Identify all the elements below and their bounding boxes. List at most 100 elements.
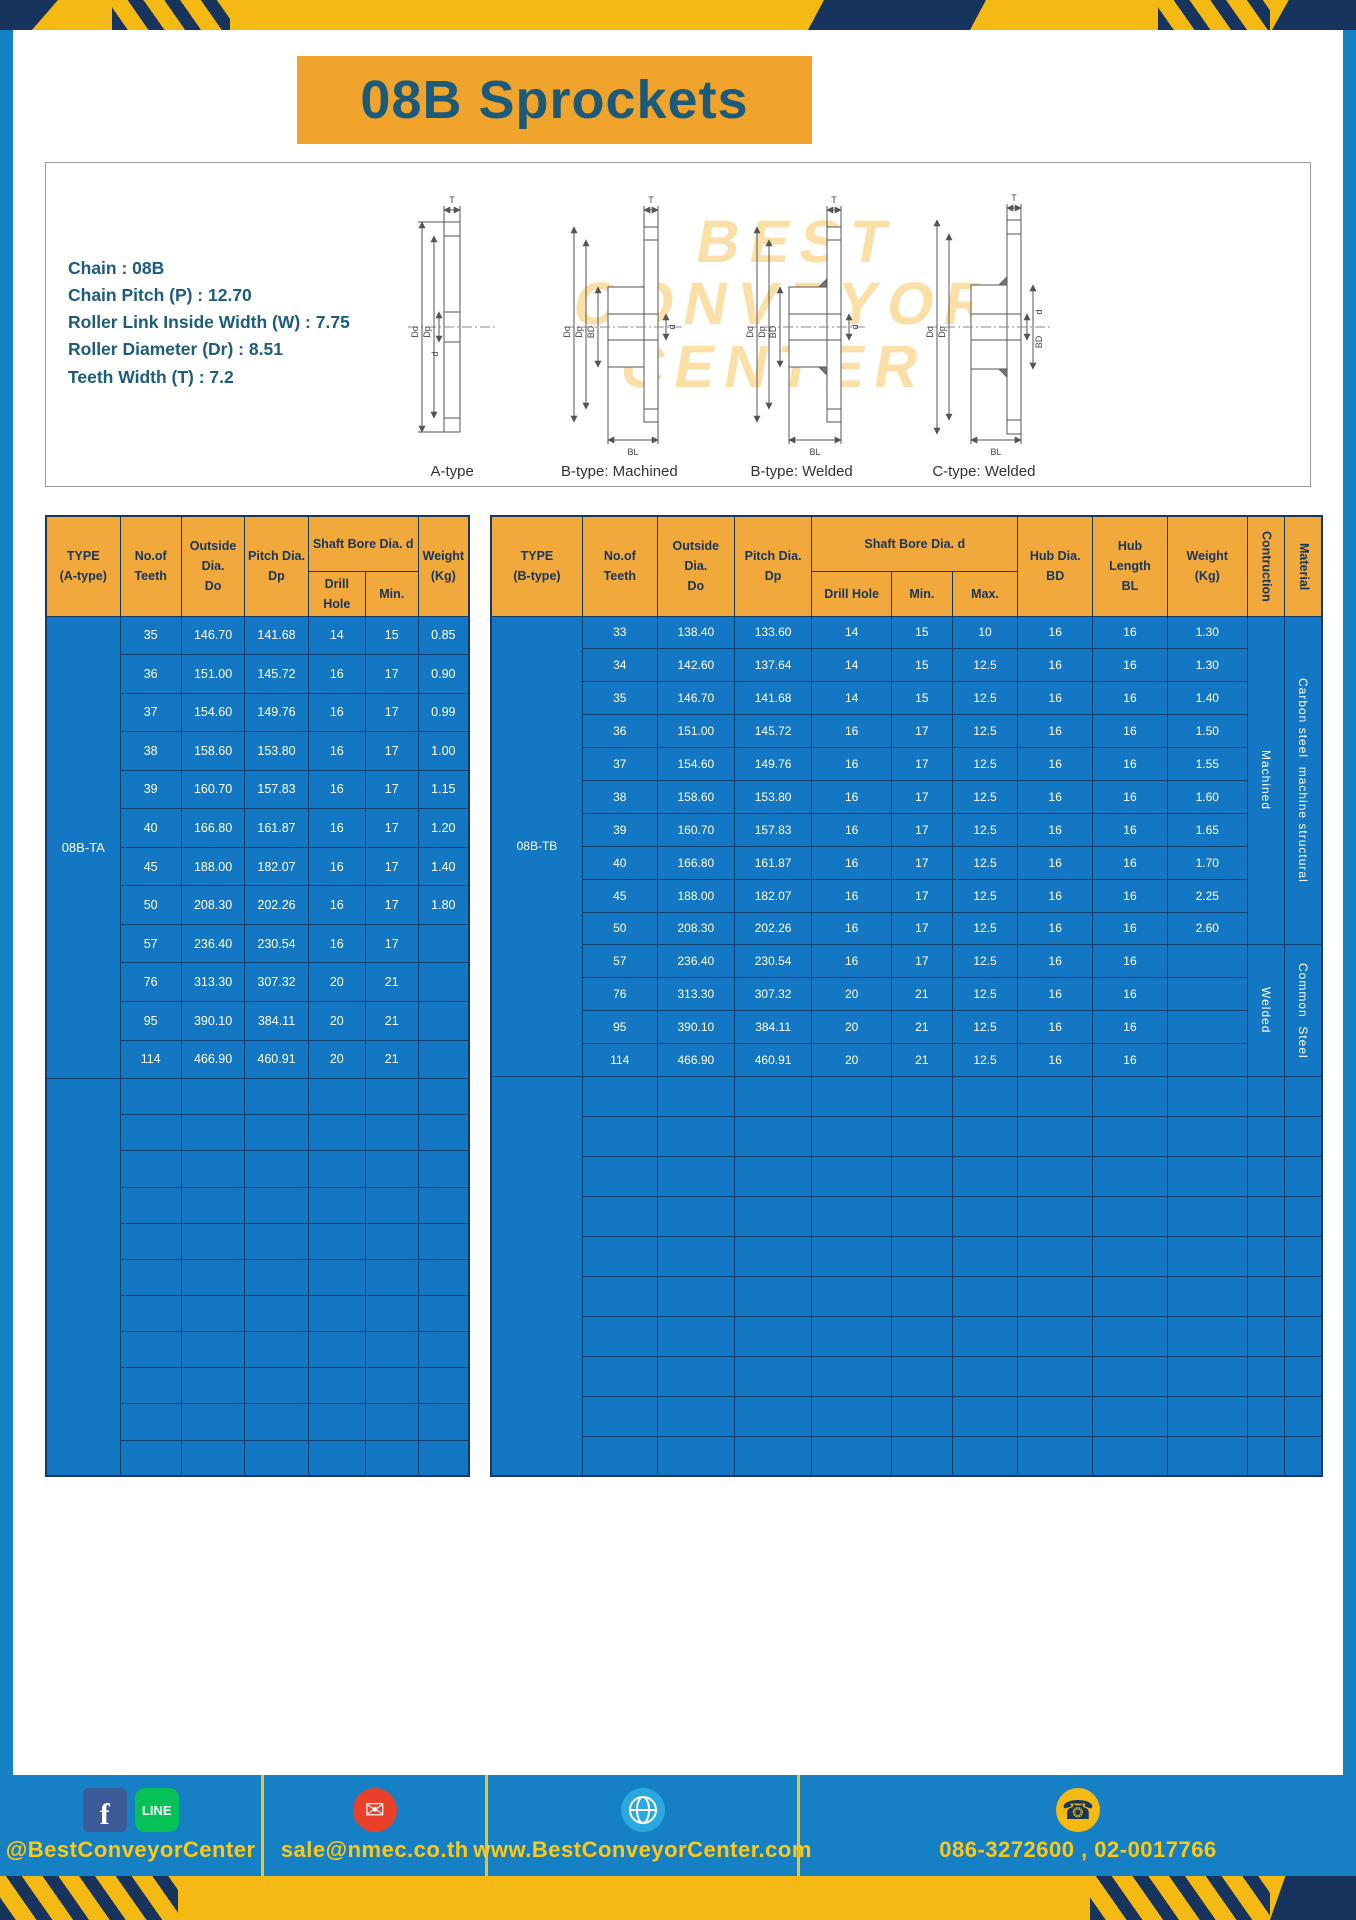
cell [1092, 1235, 1168, 1277]
cell: 230.54 [733, 944, 813, 979]
cell: 95 [581, 1010, 658, 1045]
cell [417, 1403, 470, 1441]
cell: 16 [307, 808, 366, 848]
cell [1246, 1075, 1286, 1117]
col-header-drill-hole: Drill Hole [811, 570, 893, 617]
cell: 146.70 [180, 615, 246, 656]
phone-icon[interactable]: ☎ [1055, 1788, 1100, 1832]
cell [244, 1403, 309, 1441]
cell: 16 [307, 731, 366, 771]
cell [811, 1315, 893, 1357]
table-row [46, 1258, 470, 1297]
table-row: 40 166.80 161.87 16 17 12.5 16 16 1.70 [491, 845, 1322, 880]
page-content: 08B Sprockets BEST CONVEYOR CENTER Chain… [13, 30, 1343, 1775]
sprocket-drawing-b-welded: T Do Dp BD [745, 195, 867, 457]
cell [1246, 1275, 1286, 1317]
table-row: 57 236.40 230.54 16 17 12.5 16 16 Welded Common S… [491, 944, 1323, 1077]
dim-label: Dp [757, 326, 767, 338]
material-cell: Carbon steel machine structural [1284, 615, 1323, 946]
cell: 10 [951, 615, 1019, 650]
cell: 149.76 [244, 692, 309, 733]
cell: 384.11 [733, 1010, 813, 1045]
cell: 76 [581, 977, 658, 1012]
footer-social-handle[interactable]: @BestConveyorCenter [5, 1837, 256, 1862]
sprocket-drawing-a-type: T Do Dp d [408, 195, 497, 433]
cell [581, 1235, 658, 1277]
cell [1166, 1435, 1248, 1477]
cell: 188.00 [180, 846, 246, 887]
cell [733, 1075, 813, 1117]
globe-icon[interactable] [620, 1788, 665, 1832]
cell [656, 1155, 735, 1197]
cell: 137.64 [733, 648, 813, 683]
cell [244, 1186, 309, 1224]
cell [1017, 1235, 1094, 1277]
table-row [491, 1155, 1323, 1197]
cell: 57 [581, 944, 658, 979]
cell [119, 1078, 182, 1116]
dim-label: T [831, 195, 837, 205]
cell [1166, 1155, 1248, 1197]
facebook-icon[interactable]: f [82, 1788, 127, 1832]
mail-icon[interactable]: ✉ [352, 1788, 397, 1832]
table-row [46, 1150, 470, 1188]
cell [180, 1439, 246, 1477]
cell [581, 1435, 658, 1477]
cell [244, 1222, 309, 1260]
cell: 313.30 [180, 962, 246, 1002]
cell: 1.15 [417, 769, 470, 810]
cell [364, 1150, 419, 1188]
spec-tables: TYPE (A-type) No.of Teeth Outside Dia. D… [45, 515, 1323, 1478]
cell [307, 1222, 366, 1260]
table-row [46, 1403, 470, 1441]
dim-label: BD [768, 325, 778, 338]
cell [1246, 1355, 1286, 1397]
cell [1092, 1115, 1168, 1157]
line-icon[interactable]: LINE [134, 1788, 179, 1832]
cell [1166, 1010, 1248, 1045]
footer-phone-numbers[interactable]: 086-3272600 , 02-0017766 [939, 1837, 1217, 1862]
table-row: 39 160.70 157.83 16 17 1.15 [46, 769, 470, 810]
cell: 39 [581, 812, 658, 847]
dim-label: Do [745, 326, 755, 338]
cell: 38 [119, 731, 182, 771]
cell: 307.32 [244, 962, 309, 1002]
type-cell: 08B-TB [490, 615, 583, 1077]
cell [891, 1155, 953, 1197]
cell: 15 [891, 681, 953, 716]
cell: 21 [364, 962, 419, 1002]
cell [1166, 977, 1248, 1012]
cell [656, 1275, 735, 1317]
table-row: 76 313.30 307.32 20 21 [46, 962, 470, 1002]
cell [811, 1115, 893, 1157]
dim-label: T [449, 195, 455, 205]
table-row [491, 1315, 1323, 1357]
cell: 15 [364, 615, 419, 656]
cell: 16 [1092, 911, 1168, 946]
cell: 16 [1017, 779, 1094, 814]
cell [1166, 1043, 1248, 1077]
cell [733, 1435, 813, 1477]
cell: 466.90 [656, 1043, 735, 1077]
cell: 1.70 [1166, 845, 1248, 880]
cell [1246, 1195, 1286, 1237]
dim-label: Do [562, 326, 572, 338]
cell [733, 1115, 813, 1157]
footer-section-phone: ☎ 086-3272600 , 02-0017766 [800, 1775, 1356, 1876]
cell [656, 1075, 735, 1117]
cell [656, 1195, 735, 1237]
cell [1017, 1155, 1094, 1197]
table-row: 35 146.70 141.68 14 15 12.5 16 16 1.40 [491, 681, 1322, 716]
cell: 45 [119, 846, 182, 887]
type-cell: 08B-TA [45, 615, 121, 1080]
cell [1092, 1355, 1168, 1397]
cell [1017, 1195, 1094, 1237]
cell [891, 1115, 953, 1157]
footer-website[interactable]: www.BestConveyorCenter.com [473, 1837, 812, 1862]
cell [307, 1367, 366, 1405]
cell [180, 1114, 246, 1152]
cell: 236.40 [180, 923, 246, 964]
footer-email[interactable]: sale@nmec.co.th [280, 1837, 469, 1862]
cell: 460.91 [733, 1043, 813, 1077]
cell [1284, 1195, 1323, 1237]
